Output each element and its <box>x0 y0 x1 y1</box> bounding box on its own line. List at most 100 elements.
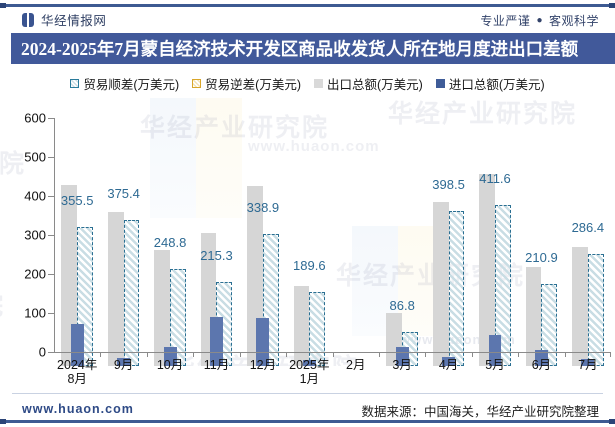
x-axis-label-line1: 2025年 <box>289 358 330 372</box>
bar-export-total[interactable] <box>154 250 171 366</box>
bar-import-total[interactable] <box>395 346 409 366</box>
y-axis-tick <box>48 196 54 197</box>
x-axis-label: 2月 <box>346 358 365 373</box>
x-axis-label-line1: 3月 <box>392 358 412 372</box>
x-axis-tick <box>471 352 473 357</box>
bar-trade-surplus[interactable] <box>448 210 465 366</box>
x-axis-label: 10月 <box>157 358 183 373</box>
x-axis-tick <box>100 352 102 357</box>
bar-trade-surplus[interactable] <box>170 268 186 366</box>
bar-export-total[interactable] <box>432 201 449 366</box>
bar-export-total[interactable] <box>293 286 310 366</box>
y-axis-line <box>54 118 55 352</box>
bar-group[interactable]: 248.8 10月 <box>146 96 193 372</box>
x-axis-label: 12月 <box>249 358 277 373</box>
x-axis-label-line1: 2024年 <box>57 358 98 372</box>
y-axis-tick-label: 600 <box>24 110 46 126</box>
page-title: 2024-2025年7月蒙自经济技术开发区商品收发货人所在地月度进出口差额 <box>21 39 579 59</box>
legend-swatch-import-icon <box>435 78 445 88</box>
bar-data-label: 286.4 <box>571 220 605 236</box>
bar-group[interactable]: 86.8 3月 <box>378 96 425 372</box>
bar-import-total[interactable] <box>442 357 456 366</box>
bar-data-label: 248.8 <box>153 234 187 250</box>
y-axis-tick-label: 400 <box>24 188 46 204</box>
legend-item-import[interactable]: 进口总额(万美元) <box>435 74 545 93</box>
bar-import-total[interactable] <box>209 316 223 366</box>
y-axis-tick <box>48 235 54 236</box>
x-axis-label: 6月 <box>531 358 552 373</box>
y-axis-tick <box>48 352 54 353</box>
y-axis-tick-label: 200 <box>24 266 46 282</box>
x-axis-label-line1: 6月 <box>531 358 552 372</box>
bar-import-total[interactable] <box>488 334 502 366</box>
bar-group[interactable]: 411.6 5月 <box>471 96 518 372</box>
legend-label: 贸易顺差(万美元) <box>83 77 180 92</box>
bar-export-total[interactable] <box>107 211 124 366</box>
x-axis-label: 2024年 8月 <box>57 358 98 386</box>
bottom-accent-rule <box>0 419 615 424</box>
x-axis-tick <box>564 352 566 357</box>
bar-data-label: 215.3 <box>200 248 233 264</box>
top-accent-rule <box>0 3 615 8</box>
bar-export-total[interactable] <box>525 267 542 366</box>
page-footer: www.huaon.com 数据来源：中国海关，华经产业研究院整理 <box>0 393 615 427</box>
x-axis-label-line1: 5月 <box>485 358 505 372</box>
x-axis-line <box>54 352 611 353</box>
legend-swatch-export-icon <box>314 78 323 88</box>
chart-plot-area: 华经产业研究院 华经产业研究院 www.huaon.com 究院 院 华经产业研… <box>0 96 615 385</box>
y-axis-tick-label: 500 <box>24 149 46 165</box>
bar-trade-surplus[interactable] <box>309 292 326 366</box>
x-axis-label: 3月 <box>392 358 412 373</box>
x-axis-label: 5月 <box>485 358 505 373</box>
bar-trade-surplus[interactable] <box>541 283 558 366</box>
bar-group[interactable]: 189.6 2025年 1月 <box>286 96 332 385</box>
bar-data-label: 86.8 <box>389 298 415 314</box>
book-logo-icon <box>22 12 35 27</box>
bar-import-total[interactable] <box>302 360 316 366</box>
bar-import-total[interactable] <box>581 358 595 366</box>
footer-source: 数据来源：中国海关，华经产业研究院整理 <box>361 405 599 419</box>
bar-export-total[interactable] <box>572 247 588 366</box>
y-axis-tick <box>48 118 54 119</box>
bar-group[interactable]: 375.4 9月 <box>100 96 146 372</box>
bar-trade-surplus[interactable] <box>495 205 511 366</box>
bar-export-total[interactable] <box>61 185 78 366</box>
tagline: 专业严谨 ● 客观科学 <box>480 12 599 29</box>
bar-group[interactable]: 355.5 2024年 8月 <box>54 96 100 385</box>
y-axis-tick <box>48 157 54 158</box>
x-axis-label-line1: 4月 <box>438 358 459 372</box>
x-axis-label-line1: 11月 <box>203 358 230 372</box>
legend-label: 出口总额(万美元) <box>327 77 423 92</box>
footer-url[interactable]: www.huaon.com <box>22 402 134 416</box>
bar-data-label: 355.5 <box>60 193 94 209</box>
bar-group[interactable]: 2月 <box>332 96 379 372</box>
bar-data-label: 210.9 <box>525 249 558 265</box>
bar-group[interactable]: 210.9 6月 <box>518 96 564 372</box>
x-axis-tick <box>378 352 380 357</box>
bar-import-total[interactable] <box>534 349 548 366</box>
bar-import-total[interactable] <box>256 318 270 366</box>
legend-swatch-surplus-icon <box>70 78 80 88</box>
legend-item-deficit[interactable]: 贸易逆差(万美元) <box>192 74 301 93</box>
x-axis-tick <box>193 352 195 357</box>
bar-trade-surplus[interactable] <box>587 254 604 366</box>
bar-data-label: 375.4 <box>107 185 140 201</box>
bar-group[interactable]: 338.9 12月 <box>239 96 286 372</box>
bar-export-total[interactable] <box>479 174 495 366</box>
legend-item-export[interactable]: 出口总额(万美元) <box>314 74 423 93</box>
bar-group[interactable]: 215.3 11月 <box>193 96 239 372</box>
bar-import-total[interactable] <box>70 324 84 366</box>
bar-group[interactable]: 286.4 7月 <box>564 96 611 372</box>
bar-trade-surplus[interactable] <box>123 219 140 366</box>
tagline-left: 专业严谨 <box>480 14 531 28</box>
legend-label: 进口总额(万美元) <box>448 77 545 92</box>
bar-import-total[interactable] <box>163 347 177 366</box>
legend-item-surplus[interactable]: 贸易顺差(万美元) <box>70 74 179 93</box>
x-axis-label-line1: 7月 <box>578 358 598 372</box>
legend-swatch-deficit-icon <box>192 78 202 88</box>
bar-group[interactable]: 398.5 4月 <box>425 96 471 372</box>
bar-import-total[interactable] <box>117 357 131 366</box>
x-axis-label-line1: 12月 <box>249 358 277 372</box>
bar-data-label: 411.6 <box>479 171 511 187</box>
brand: 华经情报网 <box>22 10 107 29</box>
